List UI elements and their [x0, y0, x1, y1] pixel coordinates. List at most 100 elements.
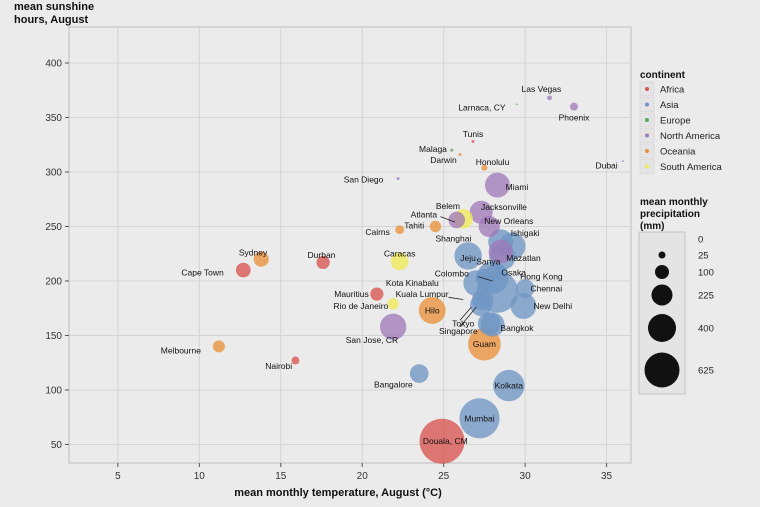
label-new-orleans: New Orleans — [484, 216, 533, 226]
label-arrows — [440, 216, 493, 328]
x-tick-label: 10 — [194, 471, 206, 482]
legend-size-circle — [655, 265, 669, 279]
legend-size-label: 100 — [698, 268, 714, 279]
legend-key-dot — [645, 164, 649, 169]
label-honolulu: Honolulu — [476, 157, 510, 167]
label-sanya: Sanya — [476, 256, 500, 266]
bubble-singapore — [477, 312, 501, 335]
bubble-larnaca-cy — [516, 103, 518, 106]
bubbles-layer — [212, 95, 624, 464]
label-jacksonville: Jacksonville — [481, 202, 527, 212]
bubble-melbourne — [212, 340, 225, 353]
x-tick-label: 5 — [115, 471, 121, 482]
label-chennai: Chennai — [530, 284, 562, 294]
bubble-rio-de-janeiro — [387, 298, 399, 310]
y-tick-label: 400 — [45, 58, 62, 69]
bubble-caracas — [390, 252, 409, 271]
label-kuala-lumpur: Kuala Lumpur — [396, 289, 449, 299]
label-cape-town: Cape Town — [181, 267, 224, 277]
legend-size-label: 0 — [698, 235, 703, 246]
legend-key-dot — [645, 87, 649, 91]
bubble-kuala-lumpur — [472, 288, 494, 311]
label-arrow — [459, 306, 477, 328]
bubble-phoenix — [569, 102, 578, 111]
x-axis-ticks: 5 10 15 20 25 30 35 — [115, 463, 613, 482]
bubble-miami — [484, 172, 510, 198]
label-osaka: Osaka — [501, 267, 526, 277]
label-arrow — [448, 296, 464, 300]
label-arrow — [440, 216, 456, 223]
label-larnaca-cy: Larnaca, CY — [458, 103, 506, 113]
label-atlanta: Atlanta — [411, 209, 438, 219]
legend-continent-label: Africa — [660, 85, 685, 96]
label-singapore: Singapore — [439, 326, 478, 336]
label-ishigaki: Ishigaki — [511, 228, 540, 238]
legend-size-label: 400 — [698, 324, 714, 335]
legend-size-circle — [644, 352, 680, 388]
bubble-bangalore — [409, 364, 429, 383]
legend-size-label: 225 — [698, 291, 714, 302]
bubble-new-orleans — [478, 215, 500, 238]
legend-continent-label: Europe — [660, 116, 691, 127]
legend-size-circle — [651, 284, 673, 306]
bubble-mazatlan — [488, 239, 513, 264]
label-cairns: Cairns — [365, 227, 390, 237]
legend-key-dot — [645, 149, 649, 153]
y-tick-label: 150 — [45, 331, 62, 342]
label-mazatlan: Mazatlan — [506, 253, 541, 263]
label-arrow — [477, 276, 493, 282]
bubble-atlanta — [448, 211, 465, 229]
city-labels: Las Vegas Larnaca, CY Phoenix Dubai Tunis Mal… — [161, 84, 618, 446]
label-kolkata: Kolkata — [495, 381, 524, 391]
label-tokyo: Tokyo — [452, 318, 474, 328]
legend-size-label: 25 — [698, 251, 709, 262]
grid-lines — [69, 27, 631, 463]
x-tick-label: 15 — [275, 471, 287, 482]
label-dubai: Dubai — [595, 160, 617, 170]
label-sydney: Sydney — [239, 248, 268, 258]
label-rio-de-janeiro: Rio de Janeiro — [333, 301, 388, 311]
bubble-durban — [316, 255, 330, 270]
legend-key-dot — [645, 102, 649, 107]
label-tunis: Tunis — [463, 129, 483, 139]
legend-continent-label: South America — [660, 162, 722, 173]
label-phoenix: Phoenix — [559, 112, 590, 122]
label-las-vegas: Las Vegas — [522, 84, 562, 94]
label-miami: Miami — [506, 182, 529, 192]
y-axis-title-line1: mean sunshine — [14, 1, 94, 13]
bubble-darwin — [458, 153, 462, 157]
label-douala-cm: Douala, CM — [423, 436, 468, 446]
bubble-hilo — [418, 296, 446, 324]
y-tick-label: 200 — [45, 276, 62, 287]
bubble-jeju — [454, 242, 482, 270]
y-tick-label: 300 — [45, 167, 62, 178]
legend-continent-label: Oceania — [660, 147, 696, 158]
label-melbourne: Melbourne — [161, 346, 201, 356]
label-colombo: Colombo — [435, 268, 469, 278]
legend-continent-title: continent — [640, 70, 686, 81]
bubble-chennai — [515, 279, 535, 298]
label-san-diego: San Diego — [344, 175, 384, 185]
bubble-cairns — [395, 225, 405, 235]
bubble-osaka — [486, 263, 505, 282]
bubble-sydney — [253, 251, 269, 267]
legend-size-circle — [648, 314, 676, 342]
label-caracas: Caracas — [384, 249, 416, 259]
bubble-new-delhi — [510, 293, 537, 319]
label-mumbai: Mumbai — [464, 413, 494, 423]
legend-size-circle — [658, 251, 666, 259]
label-mauritius: Mauritius — [334, 289, 368, 299]
x-tick-label: 25 — [438, 471, 450, 482]
label-belem: Belem — [436, 201, 460, 211]
label-darwin: Darwin — [430, 155, 457, 165]
legend-continent: Africa Asia Europe North America Oceania Sout… — [639, 81, 722, 174]
bubble-san-jose-cr — [379, 313, 407, 340]
bubble-malaga — [450, 148, 454, 152]
legend-precip-title-2: precipitation — [640, 209, 700, 220]
x-tick-label: 35 — [601, 471, 613, 482]
label-bangkok: Bangkok — [500, 323, 534, 333]
x-tick-label: 20 — [357, 471, 369, 482]
label-shanghai: Shanghai — [435, 233, 471, 243]
label-hong-kong: Hong Kong — [520, 272, 563, 282]
